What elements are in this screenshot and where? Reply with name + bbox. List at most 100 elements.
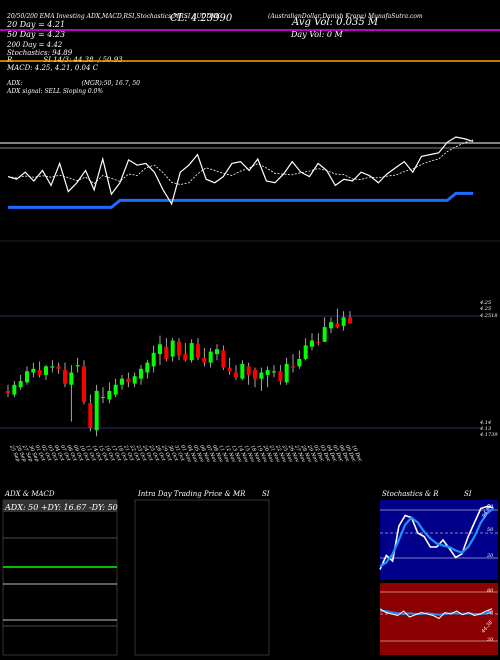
candle-body (113, 384, 118, 395)
ema20-label: 20 Day = 4.21 (7, 20, 66, 29)
candle-body (284, 363, 289, 383)
candle-body (202, 357, 207, 363)
candle-body (208, 351, 213, 363)
stoch-level-80: 80 (487, 504, 494, 510)
candle-body (196, 344, 200, 358)
candle-body (322, 327, 327, 342)
candle-body (31, 368, 36, 373)
avg-volume: Avg Vol: 0.035 M (292, 17, 379, 28)
stoch-d-line (379, 507, 495, 568)
candle-body (139, 368, 143, 379)
rsi-level-20: 20 (487, 637, 494, 643)
header-description: (AustralianDollar Danish Krone) MunafaSu… (268, 13, 423, 20)
candle-body (75, 365, 80, 367)
candle-body (69, 372, 74, 385)
header-line: 20/50/200 EMA Investing ADX,MACD,RSI,Sto… (7, 13, 221, 20)
candle-body (164, 346, 169, 359)
candle-body (183, 354, 188, 361)
macd-label: MACD: 4.25, 4.21, 0.04 C (7, 64, 99, 72)
price-label-bot-a: 4.14 (480, 420, 492, 426)
day-volume: Day Vol: 0 M (291, 30, 343, 39)
candle-body (94, 390, 99, 431)
stochastics-panel-title-suffix: SI (464, 490, 472, 498)
price-label-top-b: 4.25 (480, 306, 492, 312)
ema200-label: 200 Day = 4.42 (7, 41, 63, 49)
candle-body (297, 359, 302, 367)
candle-body (37, 370, 42, 375)
candlestick-series (6, 308, 352, 437)
stochastics-panel-title: Stochastics & R (382, 490, 439, 498)
candle-body (272, 371, 276, 373)
rsi-indicator (7, 136, 474, 209)
candle-body (107, 390, 112, 400)
candle-body (316, 341, 321, 344)
candle-body (189, 343, 194, 361)
rsi-level-50: 50 (487, 610, 494, 616)
candle-body (44, 366, 48, 375)
candle-body (170, 340, 175, 357)
rsi-line (7, 136, 474, 206)
price-label-bot-b: 4.13 (480, 426, 492, 432)
candle-body (291, 366, 295, 368)
bottom-panels (2, 499, 498, 656)
candle-body (6, 390, 10, 394)
mrsi-line (379, 608, 493, 620)
candle-body (265, 370, 270, 375)
candle-body (120, 378, 124, 385)
candle-body (253, 370, 257, 379)
rsi-label: R SI 14/3: 44.38 / 50.93 (7, 56, 123, 64)
price-label-bot-c: 4.1739 (480, 432, 498, 438)
stoch-level-50: 50 (487, 527, 494, 533)
candle-body (329, 322, 333, 329)
candle-body (278, 371, 283, 382)
candle-body (56, 366, 61, 369)
candle-body (25, 371, 29, 383)
candle-body (310, 340, 314, 347)
close-price: CL: 4.23990 (170, 13, 233, 24)
rsi-band-line (8, 191, 474, 209)
candle-body (63, 370, 67, 384)
mrsi-signal-line (380, 610, 493, 616)
candle-body (132, 376, 137, 384)
stoch-level-20: 20 (487, 553, 494, 559)
rsi-level-80: 80 (487, 588, 494, 594)
adx-panel-title: ADX & MACD (5, 490, 55, 498)
intraday-panel-title-suffix: SI (262, 490, 270, 498)
candle-body (12, 384, 17, 395)
stoch-k-line (379, 505, 494, 570)
rsi-signal-line (7, 139, 474, 185)
candle-body (18, 381, 23, 388)
price-label-top-a: 4.25 (480, 300, 492, 306)
candle-body (101, 397, 105, 399)
candle-body (151, 352, 156, 367)
ema50-label: 50 Day = 4.23 (7, 30, 66, 39)
candle-body (335, 323, 340, 328)
candle-body (50, 366, 55, 368)
candle-body (303, 345, 308, 359)
adx-panel-values: ADX: 50 +DY: 16.67 -DY: 50 (5, 503, 118, 512)
candle-body (177, 341, 181, 356)
candle-body (246, 366, 251, 375)
candle-body (215, 349, 219, 355)
adx-label: ADX: (MGR):50, 16.7, 50 (7, 80, 140, 87)
intraday-panel-title: Intra Day Trading Price & MR (138, 490, 246, 498)
candle-body (88, 403, 93, 428)
adx-values-band (3, 500, 117, 512)
candle-body (259, 372, 264, 379)
adx-signal: ADX signal: SELL Sloping 0.0% (7, 88, 104, 95)
candle-body (221, 350, 226, 368)
candle-body (126, 378, 131, 383)
intraday-panel-frame (134, 499, 270, 656)
price-label-top-c: 4.2518 (480, 313, 498, 319)
candle-body (234, 372, 238, 378)
candle-body (158, 344, 162, 355)
candle-body (348, 317, 352, 324)
adx-panel-frame (2, 499, 118, 656)
candle-body (240, 363, 245, 379)
candle-body (341, 317, 346, 326)
candle-body (145, 362, 150, 373)
candle-body (227, 367, 232, 372)
stochastics-label: Stochastics: 94.89 (7, 49, 73, 57)
